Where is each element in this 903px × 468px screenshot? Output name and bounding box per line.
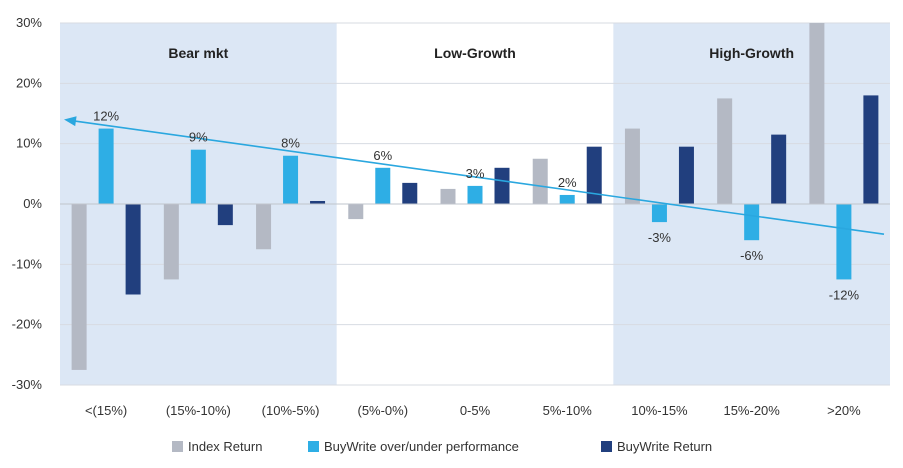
bar-series0-cat2 xyxy=(256,204,272,250)
bar-series0-cat5 xyxy=(532,158,548,204)
y-axis-ticks: 30% 20% 10% 0% -10% -20% -30% xyxy=(12,15,43,392)
bar-series2-cat3 xyxy=(402,182,418,204)
bar-series2-cat6 xyxy=(678,146,694,204)
trendline-arrowhead xyxy=(64,116,77,127)
data-label: 9% xyxy=(189,130,208,145)
legend-label-1: BuyWrite over/under performance xyxy=(324,439,519,454)
x-axis-ticks: <(15%) (15%-10%) (10%-5%) (5%-0%) 0-5% 5%-10%… xyxy=(85,403,861,418)
x-tick-label: >20% xyxy=(827,403,861,418)
bar-series1-cat6 xyxy=(651,204,667,223)
bar-series0-cat6 xyxy=(624,128,640,204)
bar-series2-cat5 xyxy=(586,146,602,204)
x-tick-label: 10%-15% xyxy=(631,403,688,418)
bar-series0-cat3 xyxy=(348,204,364,220)
legend-swatch-1 xyxy=(308,441,319,452)
data-label: -3% xyxy=(648,230,672,245)
y-tick-label: 20% xyxy=(16,75,42,90)
bar-series0-cat8 xyxy=(809,23,825,204)
bar-series1-cat0 xyxy=(98,128,114,204)
bar-series1-cat4 xyxy=(467,185,483,204)
data-label: 8% xyxy=(281,136,300,151)
region-label-0: Bear mkt xyxy=(168,45,228,61)
x-tick-label: (5%-0%) xyxy=(357,403,408,418)
legend: Index Return BuyWrite over/under performa… xyxy=(172,439,712,454)
bar-series1-cat1 xyxy=(190,149,206,204)
data-label: -6% xyxy=(740,248,764,263)
trendline xyxy=(64,116,885,235)
bar-series2-cat2 xyxy=(310,200,326,204)
bar-series1-cat8 xyxy=(836,204,852,280)
data-label: -12% xyxy=(829,287,860,302)
bar-series0-cat4 xyxy=(440,188,456,204)
region-labels: Bear mkt Low-Growth High-Growth xyxy=(168,45,794,61)
legend-label-2: BuyWrite Return xyxy=(617,439,712,454)
data-labels: 12% 9% 8% 6% 3% 2% -3% -6% -12% xyxy=(93,109,859,303)
bar-series2-cat8 xyxy=(863,95,879,204)
x-tick-label: (10%-5%) xyxy=(262,403,320,418)
data-label: 6% xyxy=(373,148,392,163)
legend-swatch-2 xyxy=(601,441,612,452)
x-tick-label: 5%-10% xyxy=(543,403,593,418)
gridlines xyxy=(60,22,890,386)
region-label-2: High-Growth xyxy=(709,45,794,61)
y-tick-label: -30% xyxy=(12,377,43,392)
bar-series2-cat1 xyxy=(217,204,233,226)
bar-series1-cat2 xyxy=(283,155,299,204)
x-tick-label: 15%-20% xyxy=(723,403,780,418)
legend-label-0: Index Return xyxy=(188,439,262,454)
trendline-line xyxy=(73,120,885,235)
bar-series0-cat7 xyxy=(717,98,733,204)
bar-series2-cat4 xyxy=(494,167,510,204)
bar-series2-cat7 xyxy=(771,134,787,204)
bar-series1-cat7 xyxy=(744,204,760,241)
y-tick-label: -20% xyxy=(12,317,43,332)
bar-series0-cat1 xyxy=(163,204,179,280)
y-tick-label: -10% xyxy=(12,256,43,271)
bar-series1-cat5 xyxy=(559,194,575,204)
y-tick-label: 10% xyxy=(16,136,42,151)
x-tick-label: (15%-10%) xyxy=(166,403,231,418)
bar-series2-cat0 xyxy=(125,204,141,295)
legend-swatch-0 xyxy=(172,441,183,452)
data-label: 12% xyxy=(93,109,119,124)
bar-series1-cat3 xyxy=(375,167,391,204)
y-tick-label: 0% xyxy=(23,196,42,211)
x-tick-label: 0-5% xyxy=(460,403,491,418)
x-tick-label: <(15%) xyxy=(85,403,127,418)
y-tick-label: 30% xyxy=(16,15,42,30)
bars xyxy=(71,23,879,370)
data-label: 3% xyxy=(466,166,485,181)
data-label: 2% xyxy=(558,175,577,190)
region-label-1: Low-Growth xyxy=(434,45,516,61)
bar-series0-cat0 xyxy=(71,204,87,370)
